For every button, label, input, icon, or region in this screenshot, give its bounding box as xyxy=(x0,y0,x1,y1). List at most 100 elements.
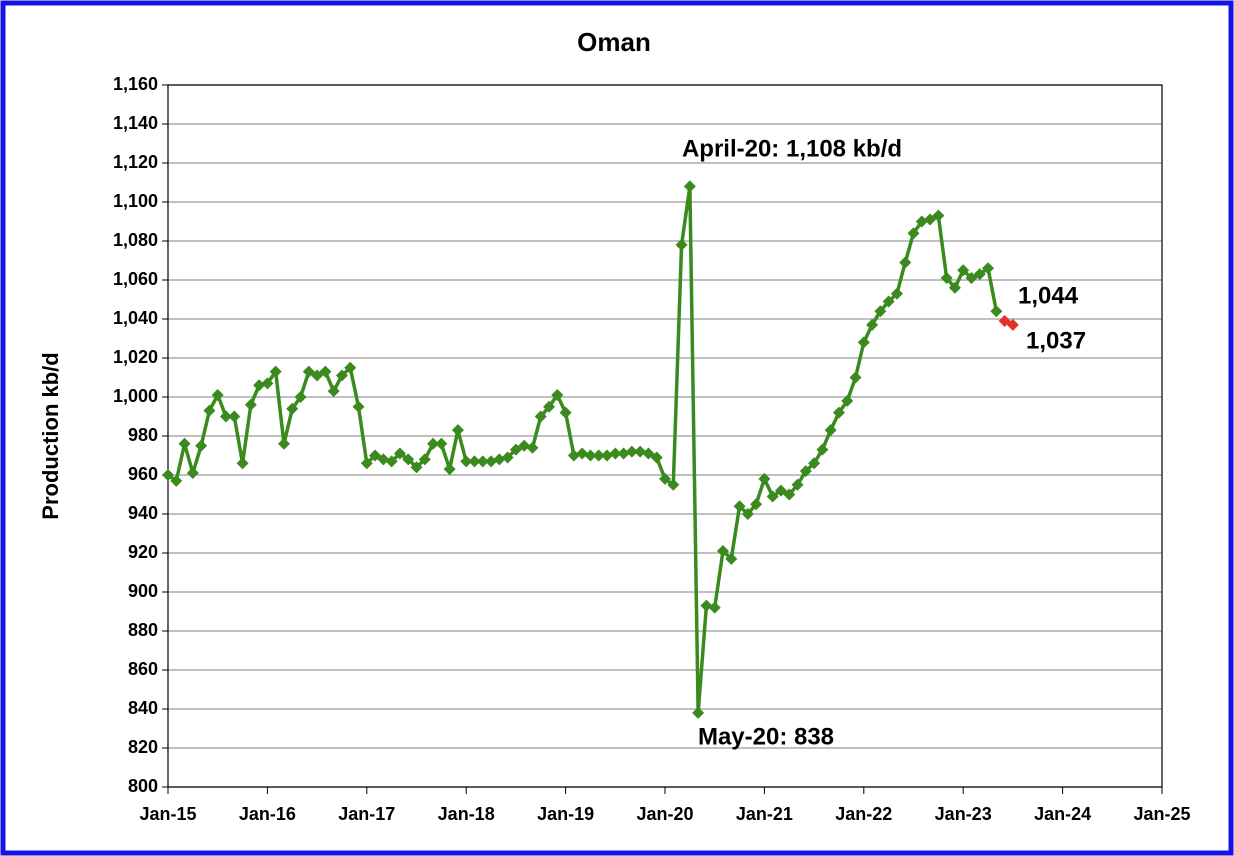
marker xyxy=(625,445,638,458)
marker xyxy=(683,180,696,193)
marker xyxy=(311,369,324,382)
marker xyxy=(932,209,945,222)
marker xyxy=(269,365,282,378)
marker xyxy=(335,369,348,382)
marker xyxy=(410,461,423,474)
marker xyxy=(443,463,456,476)
marker xyxy=(965,272,978,285)
x-tick-label: Jan-17 xyxy=(338,804,395,824)
y-axis-label: Production kb/d xyxy=(38,352,63,519)
marker xyxy=(352,400,365,413)
marker xyxy=(302,365,315,378)
marker xyxy=(791,478,804,491)
annotation: May-20: 838 xyxy=(698,723,834,750)
y-tick-label: 900 xyxy=(128,581,158,601)
marker xyxy=(741,508,754,520)
x-tick-label: Jan-22 xyxy=(835,804,892,824)
marker xyxy=(808,457,821,470)
marker xyxy=(940,272,953,285)
marker xyxy=(178,437,191,450)
marker xyxy=(667,478,680,491)
y-tick-label: 1,080 xyxy=(113,230,158,250)
marker xyxy=(866,318,879,331)
y-tick-label: 1,120 xyxy=(113,152,158,172)
marker xyxy=(170,474,183,487)
marker xyxy=(882,295,895,308)
marker xyxy=(675,238,688,251)
marker xyxy=(427,437,440,450)
marker xyxy=(526,441,539,454)
marker xyxy=(982,262,995,275)
marker xyxy=(725,552,738,565)
x-tick-label: Jan-23 xyxy=(935,804,992,824)
y-tick-label: 860 xyxy=(128,659,158,679)
marker xyxy=(476,455,489,468)
marker xyxy=(617,447,630,460)
marker xyxy=(766,490,779,503)
x-tick-label: Jan-21 xyxy=(736,804,793,824)
marker xyxy=(186,467,199,480)
y-tick-label: 880 xyxy=(128,620,158,640)
marker xyxy=(816,443,829,456)
marker xyxy=(948,281,961,294)
marker xyxy=(973,268,986,281)
marker xyxy=(377,453,390,466)
marker xyxy=(451,424,464,437)
x-tick-label: Jan-16 xyxy=(239,804,296,824)
marker xyxy=(584,449,597,462)
marker xyxy=(957,264,970,277)
marker xyxy=(601,449,614,462)
marker xyxy=(716,545,729,558)
marker xyxy=(700,599,713,612)
marker xyxy=(402,453,415,466)
y-tick-label: 1,100 xyxy=(113,191,158,211)
marker xyxy=(890,287,903,300)
marker xyxy=(468,455,481,468)
marker xyxy=(832,406,845,419)
y-tick-label: 1,160 xyxy=(113,74,158,94)
marker xyxy=(228,410,241,423)
x-tick-label: Jan-20 xyxy=(636,804,693,824)
marker xyxy=(576,447,589,460)
marker xyxy=(924,213,937,226)
marker xyxy=(219,410,232,423)
marker xyxy=(899,256,912,269)
marker xyxy=(849,371,862,384)
marker xyxy=(551,389,564,402)
marker xyxy=(733,500,746,513)
marker xyxy=(509,443,522,456)
x-tick-label: Jan-19 xyxy=(537,804,594,824)
marker xyxy=(261,377,274,390)
marker xyxy=(236,457,249,470)
marker xyxy=(534,410,547,423)
marker xyxy=(360,457,373,470)
marker xyxy=(344,361,357,374)
marker xyxy=(195,439,208,452)
y-tick-label: 820 xyxy=(128,737,158,757)
x-tick-label: Jan-18 xyxy=(438,804,495,824)
marker xyxy=(567,449,580,462)
marker xyxy=(162,469,174,481)
y-tick-label: 800 xyxy=(128,776,158,796)
marker xyxy=(286,402,299,415)
marker xyxy=(824,424,837,437)
marker xyxy=(642,447,655,460)
marker xyxy=(659,472,671,485)
marker xyxy=(774,484,787,497)
marker xyxy=(857,336,870,349)
y-tick-label: 960 xyxy=(128,464,158,484)
y-tick-label: 1,000 xyxy=(113,386,158,406)
y-tick-label: 1,040 xyxy=(113,308,158,328)
marker xyxy=(418,453,431,466)
marker xyxy=(253,379,266,392)
marker xyxy=(319,365,332,378)
marker xyxy=(783,488,796,501)
marker xyxy=(393,447,406,460)
marker xyxy=(460,455,473,468)
marker xyxy=(294,391,307,403)
marker xyxy=(708,601,721,614)
x-tick-label: Jan-15 xyxy=(139,804,196,824)
x-tick-label: Jan-25 xyxy=(1133,804,1190,824)
marker xyxy=(692,706,705,719)
